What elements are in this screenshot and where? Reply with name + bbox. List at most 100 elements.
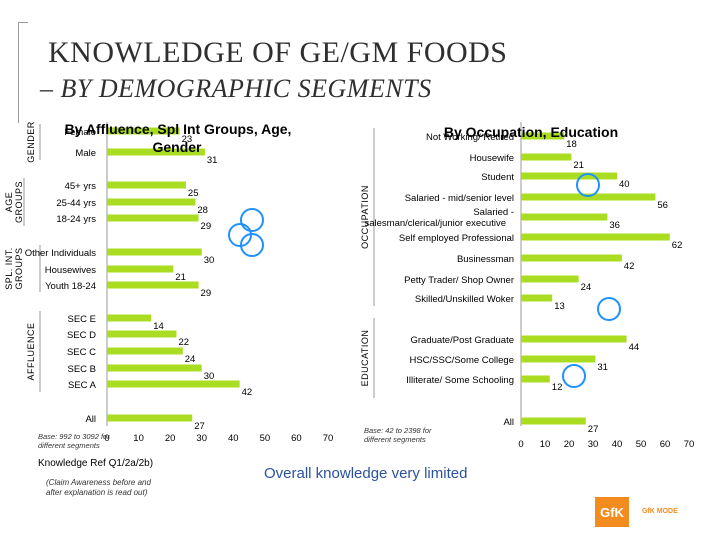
category-label: SEC A — [68, 380, 97, 391]
value-label: 18 — [566, 139, 577, 150]
value-label: 40 — [619, 179, 630, 190]
value-label: 27 — [194, 421, 205, 432]
bar — [107, 198, 196, 206]
category-label: Student — [481, 172, 514, 183]
value-label: 30 — [204, 255, 215, 266]
x-tick-label: 50 — [636, 439, 647, 450]
value-label: 44 — [629, 342, 640, 353]
category-label: Not Working/ Retired — [426, 132, 514, 143]
value-label: 21 — [175, 272, 186, 283]
highlight-circle — [240, 233, 264, 257]
title-bracket-top — [18, 22, 28, 123]
bar — [521, 193, 656, 201]
category-label: All — [503, 417, 514, 428]
category-label: Salaried - mid/senior level — [405, 193, 514, 204]
x-tick-label: 60 — [660, 439, 671, 450]
group-label: GROUPS — [14, 181, 24, 223]
category-label: HSC/SSC/Some College — [409, 355, 514, 366]
x-tick-label: 40 — [228, 433, 239, 444]
x-tick-label: 10 — [133, 433, 144, 444]
chart-2: 0 10 20 30 40 50 60 70 OCCUPATION EDUCATION 18 Not … — [360, 122, 694, 450]
category-label: 25-44 yrs — [56, 198, 96, 209]
value-label: 56 — [657, 200, 668, 211]
bar — [521, 375, 550, 383]
category-label: SEC B — [67, 364, 96, 375]
highlight-circle — [597, 297, 621, 321]
bar — [107, 314, 152, 322]
group-label: SPL. INT. — [4, 247, 14, 290]
value-label: 24 — [185, 354, 196, 365]
value-label: 21 — [573, 160, 584, 171]
slide-title: KNOWLEDGE OF GE/GM FOODS — [48, 36, 508, 69]
bar — [107, 364, 202, 372]
x-tick-label: 0 — [104, 433, 109, 444]
chart-title: Gender — [152, 139, 202, 155]
value-label: 30 — [204, 371, 215, 382]
x-tick-label: 50 — [260, 433, 271, 444]
value-label: 13 — [554, 301, 565, 312]
awareness-note: (Claim Awareness before and after explan… — [46, 478, 151, 497]
bar — [107, 181, 186, 189]
value-label: 27 — [588, 424, 599, 435]
value-label: 24 — [581, 282, 592, 293]
bar — [521, 233, 670, 241]
value-label: 62 — [672, 240, 683, 251]
category-label: Petty Trader/ Shop Owner — [404, 275, 514, 286]
category-label: SEC E — [67, 314, 96, 325]
bar — [521, 275, 579, 283]
base-note: different segments — [364, 435, 426, 444]
category-label: SEC C — [67, 347, 96, 358]
category-label: SEC D — [67, 330, 96, 341]
x-tick-label: 10 — [540, 439, 551, 450]
knowledge-ref-note: Knowledge Ref Q1/2a/2b) — [38, 458, 154, 469]
conclusion-text: Overall knowledge very limited — [264, 465, 468, 482]
value-label: 29 — [201, 288, 212, 299]
bar — [521, 213, 608, 221]
value-label: 42 — [624, 261, 635, 272]
value-label: 23 — [182, 134, 193, 145]
category-label: Housewives — [45, 265, 96, 276]
category-label: Housewife — [470, 153, 514, 164]
gfk-logo: GfK — [595, 497, 629, 527]
x-tick-label: 20 — [165, 433, 176, 444]
value-label: 14 — [153, 321, 164, 332]
bar — [521, 355, 596, 363]
group-label: GENDER — [26, 121, 36, 163]
highlight-circle — [562, 364, 586, 388]
x-tick-label: 30 — [196, 433, 207, 444]
chart-title: By Occupation, Education — [444, 124, 618, 140]
bar — [521, 294, 553, 302]
value-label: 42 — [242, 387, 253, 398]
category-label: Businessman — [457, 254, 514, 265]
bar — [107, 380, 240, 388]
x-tick-label: 30 — [588, 439, 599, 450]
x-tick-label: 20 — [564, 439, 575, 450]
bar — [521, 132, 565, 140]
value-label: 36 — [609, 220, 620, 231]
gfk-logo-text: GfK MODE — [642, 508, 678, 515]
bar — [521, 153, 572, 161]
bar — [107, 248, 202, 256]
category-label: Other Individuals — [25, 248, 97, 259]
value-label: 22 — [178, 337, 189, 348]
bar — [107, 148, 205, 156]
x-tick-label: 40 — [612, 439, 623, 450]
group-label: AGE — [4, 192, 14, 213]
bar — [521, 254, 622, 262]
group-label: GROUPS — [14, 247, 24, 289]
value-label: 29 — [201, 221, 212, 232]
chart-title: By Affluence, Spl Int Groups, Age, — [65, 121, 292, 137]
base-note: Base: 992 to 3092 for — [38, 432, 110, 441]
base-note: Base: 42 to 2398 for — [364, 426, 432, 435]
category-label: Female — [64, 127, 96, 138]
x-tick-label: 70 — [323, 433, 334, 444]
bar — [107, 347, 183, 355]
category-label: Graduate/Post Graduate — [410, 335, 514, 346]
category-label: Illiterate/ Some Schooling — [406, 375, 514, 386]
bar — [521, 335, 627, 343]
x-tick-label: 0 — [518, 439, 523, 450]
category-label: Male — [75, 148, 96, 159]
category-label: 18-24 yrs — [56, 214, 96, 225]
value-label: 25 — [188, 188, 199, 199]
bar — [107, 281, 199, 289]
